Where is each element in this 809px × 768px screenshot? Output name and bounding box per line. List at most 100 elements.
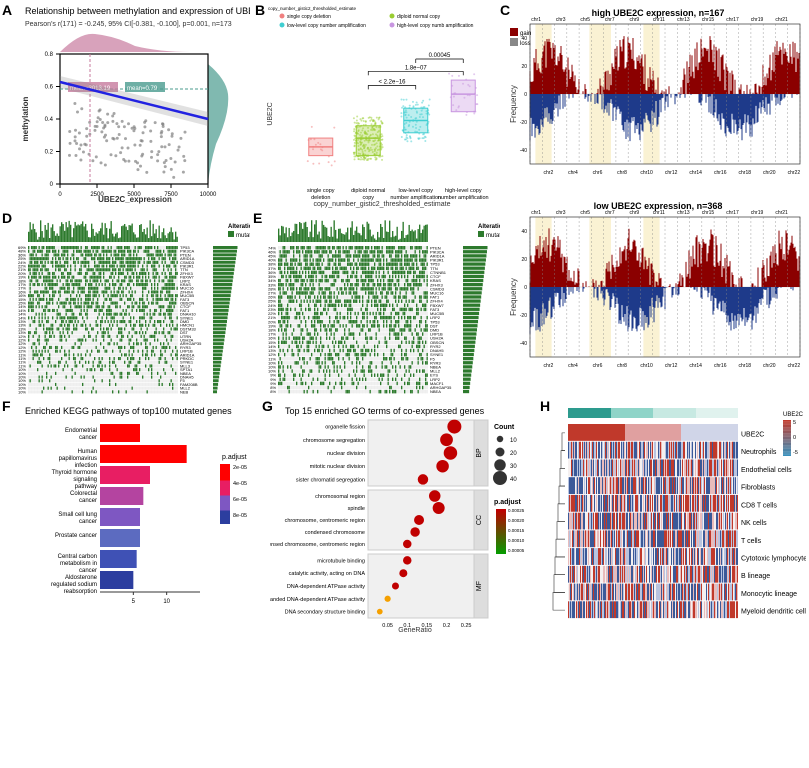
- svg-text:chr2: chr2: [544, 363, 554, 369]
- panel-a-title: Relationship between methylation and exp…: [25, 6, 250, 16]
- padjust-label-f: p.adjust: [222, 454, 247, 461]
- svg-text:chr9: chr9: [629, 17, 639, 23]
- svg-text:chr14: chr14: [689, 363, 702, 369]
- mutate-swatch-d: [228, 231, 234, 237]
- svg-text:chr11: chr11: [653, 17, 665, 23]
- title-f: Enriched KEGG pathways of top100 mutated…: [25, 406, 232, 416]
- svg-text:chr7: chr7: [605, 210, 615, 216]
- density-right: [208, 64, 228, 184]
- oncoplot-d: 69%TP5348%PIK3CA36%PTEN25%ARID1A24%CSMD3…: [18, 220, 238, 394]
- panel-a-svg: Relationship between methylation and exp…: [10, 4, 250, 209]
- svg-text:0: 0: [524, 285, 527, 291]
- panel-b: copy_number_gistic2_thresholded_estimate…: [262, 4, 497, 209]
- svg-text:chr15: chr15: [702, 210, 715, 216]
- svg-text:0.00045: 0.00045: [429, 53, 451, 59]
- svg-text:chr11: chr11: [653, 210, 665, 216]
- panel-b-svg: copy_number_gistic2_thresholded_estimate…: [262, 4, 497, 209]
- svg-text:chr18: chr18: [739, 170, 752, 176]
- svg-text:copy_number_gistic2_thresholde: copy_number_gistic2_thresholded_estimate: [268, 6, 357, 11]
- svg-text:chr5: chr5: [580, 210, 590, 216]
- svg-text:7500: 7500: [164, 192, 178, 198]
- svg-text:chr15: chr15: [702, 17, 715, 23]
- svg-text:0: 0: [58, 192, 62, 198]
- svg-text:chr17: chr17: [726, 210, 739, 216]
- svg-text:chr9: chr9: [629, 210, 639, 216]
- panel-d-svg: 69%TP5348%PIK3CA36%PTEN25%ARID1A24%CSMD3…: [10, 218, 250, 396]
- svg-text:0.4: 0.4: [45, 117, 54, 123]
- svg-text:chr18: chr18: [739, 363, 752, 369]
- mutate-text-e: mutate: [486, 233, 500, 239]
- svg-text:2500: 2500: [90, 192, 104, 198]
- panel-a-subtitle: Pearson's r(171) = -0.245, 95% CI[-0.381…: [25, 21, 232, 28]
- svg-text:5000: 5000: [127, 192, 141, 198]
- ylabel-c2: Frequency: [509, 278, 518, 316]
- svg-text:20: 20: [521, 257, 527, 263]
- bars-f: EndometrialcancerHumanpapillomavirusinfe…: [51, 424, 200, 604]
- svg-text:0: 0: [50, 182, 54, 188]
- svg-text:-40: -40: [520, 341, 527, 347]
- xlabel-b: copy_number_gistic2_thresholded_estimate: [314, 201, 451, 208]
- svg-text:chr16: chr16: [714, 170, 727, 176]
- cnv-high: chr1 chr2 chr3 chr4 chr5 chr6 chr7 chr8 chr9 chr1…: [520, 17, 801, 176]
- svg-text:chr8: chr8: [617, 170, 627, 176]
- gain-text: gain: [520, 31, 531, 37]
- svg-text:chr17: chr17: [726, 17, 739, 23]
- svg-text:diploid normal copy: diploid normal copy: [397, 14, 441, 20]
- mutate-swatch-e: [478, 231, 484, 237]
- svg-text:chr8: chr8: [617, 363, 627, 369]
- svg-text:chr1: chr1: [531, 210, 541, 216]
- svg-text:chr3: chr3: [556, 17, 566, 23]
- svg-text:chr12: chr12: [665, 363, 678, 369]
- panel-g-svg: Top 15 enriched GO terms of co-expressed…: [270, 404, 538, 634]
- svg-text:0.6: 0.6: [45, 85, 54, 91]
- svg-text:chr21: chr21: [775, 210, 788, 216]
- svg-text:0: 0: [524, 92, 527, 98]
- svg-text:chr2: chr2: [544, 170, 554, 176]
- svg-text:chr3: chr3: [556, 210, 566, 216]
- svg-text:high-level copy: high-level copy: [445, 188, 482, 194]
- svg-text:chr6: chr6: [593, 170, 603, 176]
- dotplot-g: BPorganelle fissionchromosome segregatio…: [270, 420, 525, 629]
- mutate-text-d: mutate: [236, 233, 250, 239]
- svg-text:chr7: chr7: [605, 17, 615, 23]
- svg-text:chr4: chr4: [568, 170, 578, 176]
- svg-text:chr13: chr13: [677, 17, 690, 23]
- title-g: Top 15 enriched GO terms of co-expressed…: [285, 406, 485, 416]
- panel-c: high UBE2C expression, n=167 chr1chr2chr…: [508, 4, 806, 394]
- panel-d: 69%TP5348%PIK3CA36%PTEN25%ARID1A24%CSMD3…: [10, 218, 250, 396]
- cnv-low: chr1chr2chr3chr4chr5chr6chr7chr8chr9chr1…: [520, 210, 801, 369]
- svg-text:chr20: chr20: [763, 363, 776, 369]
- gain-swatch: [510, 28, 518, 36]
- svg-text:chr22: chr22: [788, 170, 801, 176]
- svg-text:chr22: chr22: [788, 363, 801, 369]
- panel-e-svg: 74%PTEN46%PIK3CA45%ARID1A40%PIK3R138%TP5…: [260, 218, 500, 396]
- panel-h: UBE2CNeutrophilsEndothelial cellsFibrobl…: [548, 406, 806, 626]
- svg-text:1.8e−07: 1.8e−07: [405, 65, 428, 71]
- svg-text:low-level copy number amplific: low-level copy number amplification: [287, 23, 366, 29]
- svg-text:chr19: chr19: [751, 17, 764, 23]
- svg-text:chr16: chr16: [714, 363, 727, 369]
- heatmap-h: UBE2CNeutrophilsEndothelial cellsFibrobl…: [553, 408, 806, 618]
- svg-text:chr20: chr20: [763, 170, 776, 176]
- svg-text:chr21: chr21: [775, 17, 788, 23]
- svg-text:chr1: chr1: [531, 17, 541, 23]
- panel-c-svg: high UBE2C expression, n=167 chr1chr2chr…: [508, 4, 806, 394]
- svg-text:-20: -20: [520, 120, 527, 126]
- panel-h-svg: UBE2CNeutrophilsEndothelial cellsFibrobl…: [548, 406, 806, 626]
- svg-text:chr6: chr6: [593, 363, 603, 369]
- svg-text:-40: -40: [520, 148, 527, 154]
- svg-text:chr12: chr12: [665, 170, 678, 176]
- legend-b: copy_number_gistic2_thresholded_estimate…: [268, 6, 474, 29]
- svg-text:single copy: single copy: [307, 188, 335, 194]
- svg-text:high-level copy numb amplifica: high-level copy numb amplification: [397, 23, 474, 29]
- loss-text: loss: [520, 41, 531, 47]
- boxplots: single copydeletiondiploid normalcopylow…: [307, 53, 489, 201]
- mean-y-label: mean=0.79: [127, 86, 158, 92]
- density-top: [60, 34, 190, 52]
- oncoplot-e: 74%PTEN46%PIK3CA45%ARID1A40%PIK3R138%TP5…: [268, 220, 488, 394]
- svg-text:chr14: chr14: [689, 170, 702, 176]
- svg-text:low-level copy: low-level copy: [398, 188, 433, 194]
- svg-text:chr5: chr5: [580, 17, 590, 23]
- svg-text:20: 20: [521, 64, 527, 70]
- xlabel-g: GeneRatio: [398, 627, 432, 634]
